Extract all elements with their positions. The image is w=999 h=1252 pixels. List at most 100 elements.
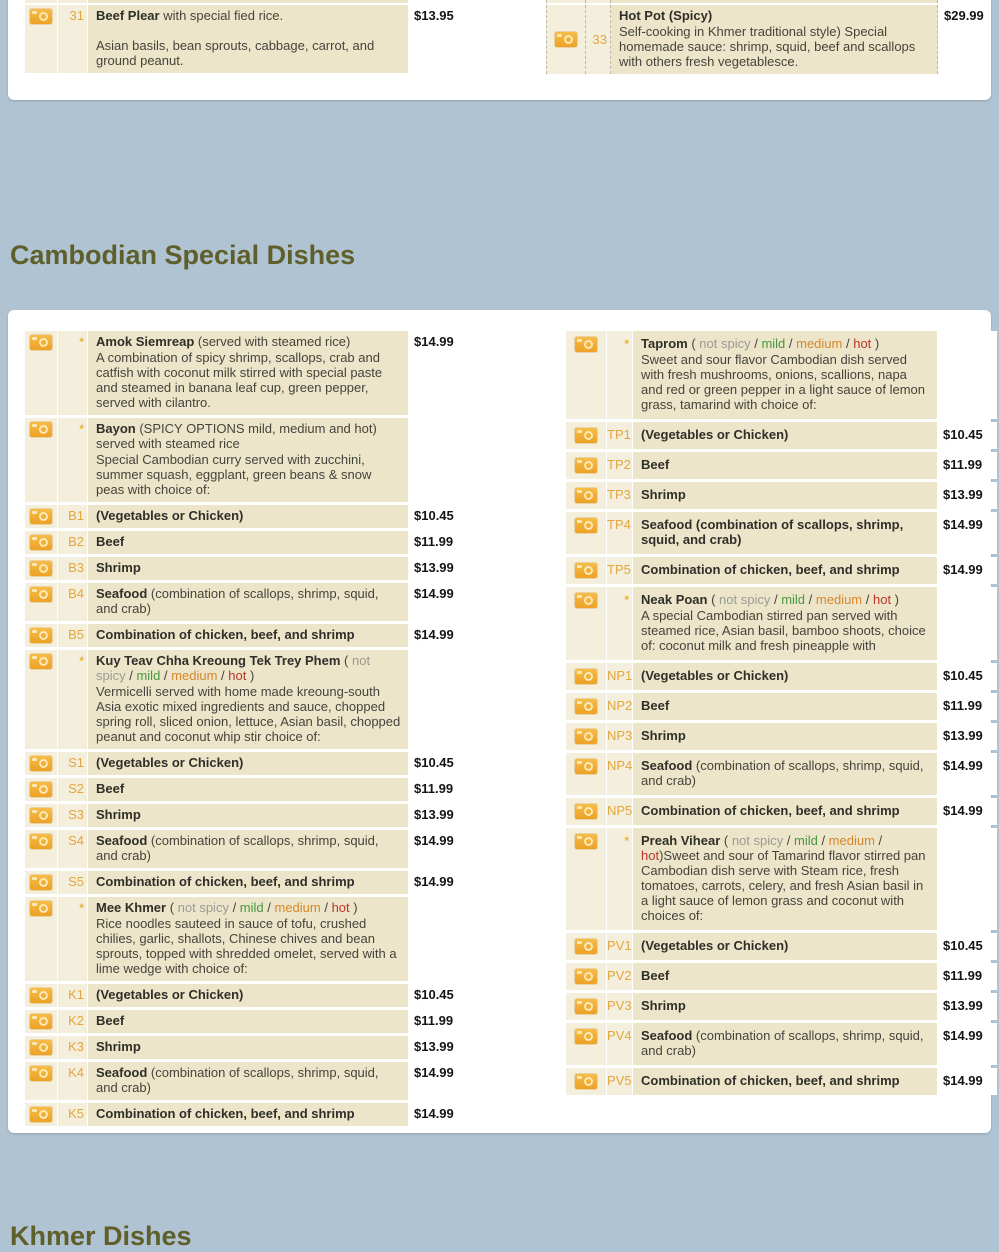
item-code: K2 [68, 1013, 84, 1028]
camera-icon[interactable] [575, 969, 597, 984]
photo-cell [25, 830, 57, 868]
price-cell: $14.99 [408, 1103, 487, 1126]
camera-icon[interactable] [575, 563, 597, 578]
code-cell: * [607, 587, 632, 660]
spice-level-spicy: Spicy [673, 8, 708, 23]
camera-icon[interactable] [575, 428, 597, 443]
menu-table-left: * Amok Siemreap (served with steamed rice… [25, 331, 487, 1129]
item-name-text: Combination of chicken, beef, and shrimp [641, 803, 900, 818]
spice-level-mild: mild [136, 668, 161, 683]
table-row: * Bayon (SPICY OPTIONS mild, medium and h… [25, 418, 487, 502]
description-cell: (Vegetables or Chicken) [88, 752, 408, 775]
camera-icon[interactable] [30, 901, 52, 916]
camera-icon[interactable] [30, 834, 52, 849]
table-row: K2 Beef $11.99 [25, 1010, 487, 1033]
camera-icon[interactable] [575, 759, 597, 774]
camera-icon[interactable] [575, 337, 597, 352]
item-name: (Vegetables or Chicken) [96, 508, 402, 523]
camera-icon[interactable] [30, 875, 52, 890]
camera-icon[interactable] [30, 535, 52, 550]
table-row: S5 Combination of chicken, beef, and shri… [25, 871, 487, 894]
description-cell: Shrimp [88, 1036, 408, 1059]
camera-icon[interactable] [575, 593, 597, 608]
camera-icon[interactable] [30, 628, 52, 643]
item-name-text: Seafood [641, 758, 693, 773]
camera-icon[interactable] [30, 9, 52, 24]
item-price: $13.99 [943, 728, 983, 743]
photo-cell [566, 753, 606, 795]
item-code: TP1 [607, 427, 631, 442]
item-code: S3 [68, 807, 84, 822]
item-name: Kuy Teav Chha Kreoung Tek Trey Phem ( no… [96, 653, 402, 683]
price-cell: $13.99 [937, 723, 997, 750]
camera-icon[interactable] [575, 834, 597, 849]
camera-icon[interactable] [575, 804, 597, 819]
camera-icon[interactable] [575, 669, 597, 684]
camera-icon[interactable] [30, 1040, 52, 1055]
camera-icon[interactable] [575, 939, 597, 954]
camera-icon[interactable] [575, 729, 597, 744]
camera-icon[interactable] [30, 808, 52, 823]
item-name-suffix: / [783, 833, 794, 848]
camera-icon[interactable] [30, 782, 52, 797]
spice-level-mild: mild [761, 336, 786, 351]
code-cell: * [58, 331, 87, 415]
photo-cell [25, 624, 57, 647]
camera-icon[interactable] [30, 1014, 52, 1029]
camera-icon[interactable] [575, 699, 597, 714]
price-cell: $11.99 [937, 452, 997, 479]
item-code: NP5 [607, 803, 633, 818]
price-cell: $29.99 [938, 5, 991, 74]
price-cell [408, 0, 487, 3]
description-cell: Bayon (SPICY OPTIONS mild, medium and ho… [88, 418, 408, 502]
camera-icon[interactable] [575, 458, 597, 473]
camera-icon[interactable] [30, 335, 52, 350]
camera-icon[interactable] [30, 587, 52, 602]
camera-icon[interactable] [30, 654, 52, 669]
item-code: K5 [68, 1106, 84, 1121]
camera-icon[interactable] [30, 756, 52, 771]
camera-icon[interactable] [555, 32, 577, 47]
camera-icon[interactable] [575, 999, 597, 1014]
price-cell: $13.99 [408, 804, 487, 827]
item-name-text: Amok Siemreap [96, 334, 195, 349]
item-name-text: Beef Plear [96, 8, 160, 23]
camera-icon[interactable] [30, 561, 52, 576]
camera-icon[interactable] [30, 988, 52, 1003]
camera-icon[interactable] [30, 509, 52, 524]
price-cell: $11.99 [408, 1010, 487, 1033]
item-code: NP4 [607, 758, 633, 773]
price-cell: $13.99 [408, 1036, 487, 1059]
camera-icon[interactable] [575, 488, 597, 503]
description-cell: Shrimp [633, 723, 937, 750]
photo-cell [566, 663, 606, 690]
item-description: Sweet and sour flavor Cambodian dish ser… [641, 352, 926, 412]
item-code: TP4 [607, 517, 631, 532]
description-cell: Combination of chicken, beef, and shrimp [88, 1103, 408, 1126]
price-cell: $14.99 [937, 557, 997, 584]
item-name-suffix: / [770, 592, 782, 607]
spice-level-ns: not spicy [699, 336, 751, 351]
item-name-suffix: / [874, 833, 883, 848]
item-price: $14.99 [943, 758, 983, 773]
camera-icon[interactable] [30, 1066, 52, 1081]
spice-level-mild: mild [239, 900, 264, 915]
camera-icon[interactable] [575, 1029, 597, 1044]
camera-icon[interactable] [575, 1074, 597, 1089]
spice-level-med: medium [171, 668, 218, 683]
item-name-suffix: (combination of scallops, shrimp, squid,… [641, 758, 924, 788]
item-name-text: Shrimp [641, 728, 686, 743]
photo-cell [25, 531, 57, 554]
item-description: A special Cambodian stirred pan served w… [641, 608, 926, 653]
item-name-suffix: ( [707, 592, 720, 607]
item-code: S2 [68, 781, 84, 796]
camera-icon[interactable] [30, 422, 52, 437]
camera-icon[interactable] [575, 518, 597, 533]
price-cell: $14.99 [937, 1068, 997, 1095]
description-cell: Seafood (combination of scallops, shrimp… [88, 1062, 408, 1100]
price-cell: $13.99 [937, 482, 997, 509]
photo-cell [25, 331, 57, 415]
price-cell: $10.45 [408, 505, 487, 528]
camera-icon[interactable] [30, 1107, 52, 1122]
item-price: $14.99 [414, 833, 454, 848]
